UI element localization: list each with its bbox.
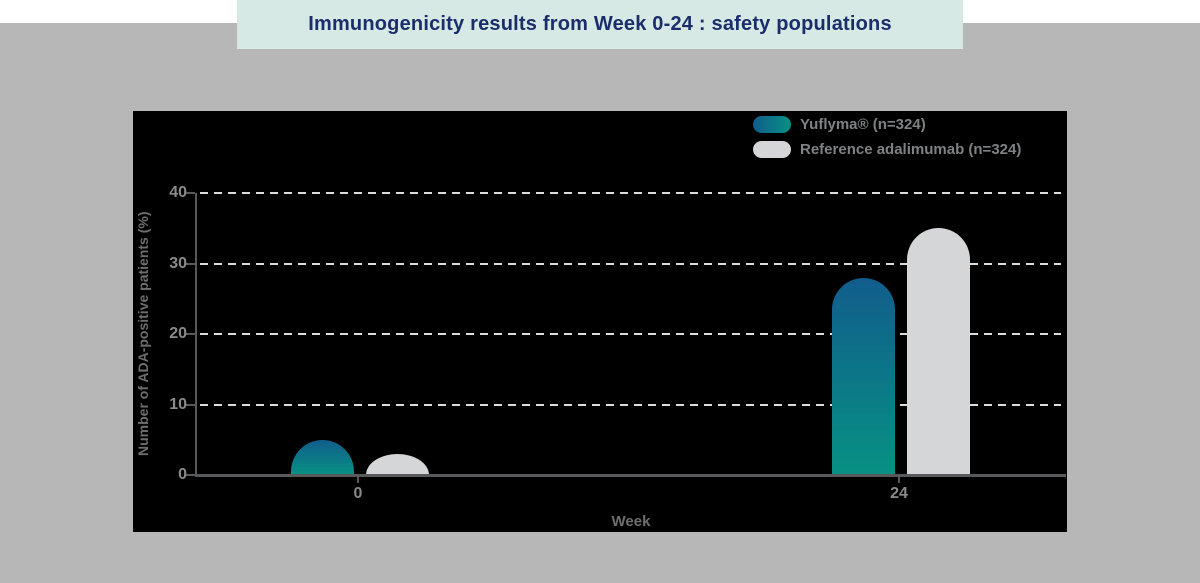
x-tick-label-24: 24 [890,485,908,502]
gridline-40 [200,192,1061,194]
legend-label-yuflyma: Yuflyma® (n=324) [800,116,926,133]
legend-label-reference: Reference adalimumab (n=324) [800,141,1022,158]
x-tick-label-0: 0 [353,485,363,502]
y-axis-line [195,193,197,477]
gridline-20 [200,333,1061,335]
page-title: Immunogenicity results from Week 0-24 : … [308,13,892,35]
bar-yuflyma-week-0 [291,440,354,475]
y-tick-10 [185,403,195,406]
title-banner: Immunogenicity results from Week 0-24 : … [237,0,963,49]
legend-item-yuflyma: Yuflyma® (n=324) [753,112,1021,137]
y-tick-label-10: 10 [169,395,187,413]
y-tick-label-0: 0 [178,466,187,483]
bar-reference-week-0 [366,454,429,475]
y-tick-20 [185,333,195,335]
gridline-10 [200,403,1061,406]
bar-yuflyma-week-24 [832,278,895,475]
gridline-30 [200,262,1061,265]
bar-reference-week-24 [907,228,970,475]
legend-swatch-reference [753,141,791,158]
legend-item-reference: Reference adalimumab (n=324) [753,137,1021,162]
y-tick-label-20: 20 [169,325,187,342]
chart-panel: Yuflyma® (n=324) Reference adalimumab (n… [133,111,1067,532]
legend-swatch-yuflyma [753,116,791,133]
y-tick-0 [185,474,195,476]
x-tick-0 [357,477,359,483]
legend: Yuflyma® (n=324) Reference adalimumab (n… [753,112,1021,162]
y-tick-label-40: 40 [169,184,187,201]
x-axis-line [195,474,1066,477]
y-tick-40 [185,192,195,194]
x-tick-24 [898,477,900,483]
y-tick-label-30: 30 [169,254,187,272]
plot-area: 0 10 20 30 40 0 24 [133,111,1067,532]
x-axis-title: Week [611,513,651,530]
y-tick-30 [185,262,195,265]
